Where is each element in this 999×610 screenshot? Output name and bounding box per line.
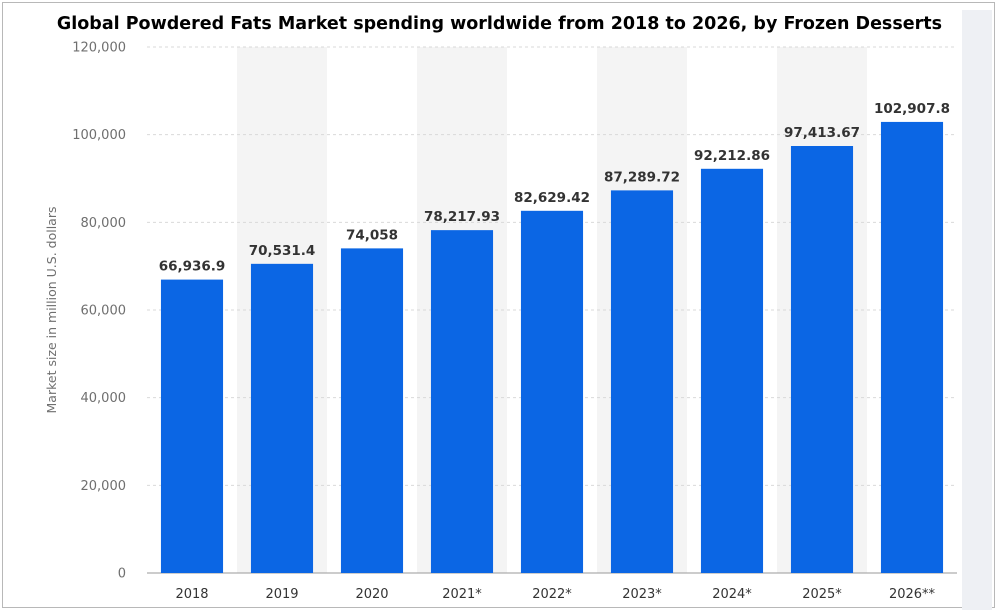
data-label: 66,936.9 [159, 259, 226, 275]
bar [430, 230, 494, 573]
x-tick-label: 2025* [802, 587, 842, 602]
x-tick-label: 2022* [532, 587, 572, 602]
data-label: 97,413.67 [784, 125, 860, 141]
x-tick-label: 2019 [265, 587, 298, 602]
bar [160, 279, 224, 573]
x-tick-label: 2026** [889, 587, 936, 602]
bar [340, 248, 404, 574]
y-tick-label: 120,000 [72, 41, 126, 56]
x-tick-label: 2023* [622, 587, 662, 602]
y-tick-label: 80,000 [81, 216, 127, 231]
y-tick-label: 20,000 [81, 479, 127, 494]
data-label: 92,212.86 [694, 148, 770, 164]
y-tick-label: 0 [118, 567, 126, 582]
data-label: 102,907.8 [874, 101, 950, 117]
x-tick-label: 2021* [442, 587, 482, 602]
y-tick-label: 60,000 [81, 304, 127, 319]
bar [880, 121, 944, 573]
x-tick-label: 2020 [355, 587, 388, 602]
side-panel-strip [962, 10, 992, 610]
x-tick-label: 2018 [175, 587, 208, 602]
x-tick-label: 2024* [712, 587, 752, 602]
data-label: 87,289.72 [604, 169, 680, 185]
bar [790, 146, 854, 573]
bar [250, 263, 314, 573]
bar [520, 210, 584, 573]
bar [610, 190, 674, 573]
data-label: 70,531.4 [249, 243, 316, 259]
data-label: 74,058 [346, 227, 398, 243]
bar [700, 168, 764, 573]
y-tick-label: 40,000 [81, 391, 127, 406]
y-tick-label: 100,000 [72, 128, 126, 143]
y-axis-title: Market size in million U.S. dollars [44, 207, 59, 414]
data-label: 78,217.93 [424, 209, 500, 225]
data-label: 82,629.42 [514, 190, 590, 206]
chart-title: Global Powdered Fats Market spending wor… [56, 14, 943, 34]
